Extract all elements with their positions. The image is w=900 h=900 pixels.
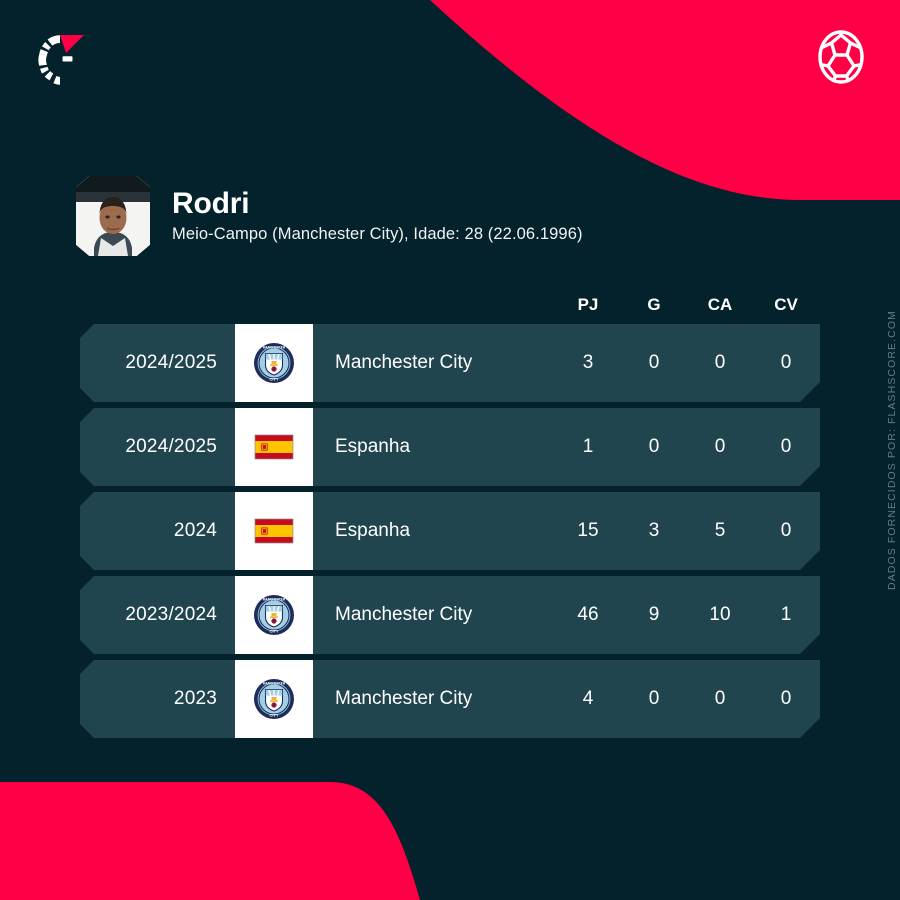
player-header: Rodri Meio-Campo (Manchester City), Idad… (76, 176, 583, 256)
decorative-red-shape-bottom-left (0, 782, 420, 900)
row-team-name: Manchester City (335, 604, 473, 625)
player-name: Rodri (172, 187, 250, 221)
spain-flag-icon (254, 518, 294, 544)
row-badge-cell: MANCHESTER CITY (235, 324, 313, 402)
row-stat-ca: 0 (714, 352, 726, 373)
row-badge-cell (235, 492, 313, 570)
table-row[interactable]: 2023 MANCHESTER CITY Manchester City 4 0 0 0 (80, 660, 820, 738)
row-team-name: Espanha (335, 436, 411, 457)
stats-rows: 2024/2025 MANCHESTER CITY Manchester Cit… (80, 324, 820, 738)
manchester-city-crest-icon: MANCHESTER CITY (254, 679, 294, 719)
player-text-block: Rodri Meio-Campo (Manchester City), Idad… (172, 189, 583, 243)
flashscore-logo[interactable] (26, 26, 94, 94)
column-header-ca: CA (707, 295, 733, 314)
column-header-g: G (647, 295, 661, 314)
svg-text:CITY: CITY (269, 377, 278, 382)
player-avatar (76, 176, 150, 256)
row-stat-cv: 0 (780, 352, 792, 373)
row-team-name: Manchester City (335, 688, 473, 709)
row-stat-pj: 46 (577, 604, 599, 625)
row-stat-cv: 0 (780, 520, 792, 541)
row-stat-cv: 0 (780, 688, 792, 709)
stats-table-header-row: PJ G CA CV (80, 286, 820, 324)
row-badge-cell: MANCHESTER CITY (235, 576, 313, 654)
svg-text:CITY: CITY (269, 629, 278, 634)
row-stat-ca: 10 (709, 604, 731, 625)
column-header-pj: PJ (577, 295, 599, 314)
row-stat-g: 0 (648, 688, 660, 709)
row-badge-cell (235, 408, 313, 486)
row-season: 2024/2025 (125, 352, 217, 373)
table-row[interactable]: 2023/2024 MANCHESTER CITY Manchester Cit… (80, 576, 820, 654)
row-season: 2023 (173, 688, 217, 709)
svg-text:MANCHESTER: MANCHESTER (263, 346, 286, 350)
row-stat-ca: 5 (714, 520, 726, 541)
row-season: 2024 (173, 520, 217, 541)
row-stat-pj: 4 (582, 688, 594, 709)
row-stat-g: 0 (648, 436, 660, 457)
row-stat-g: 9 (648, 604, 660, 625)
data-credit-label: DADOS FORNECIDOS POR: FLASHSCORE.COM (886, 310, 898, 590)
svg-text:CITY: CITY (269, 713, 278, 718)
player-meta: Meio-Campo (Manchester City), Idade: 28 … (172, 225, 583, 244)
table-row[interactable]: 2024/2025 MANCHESTER CITY Manchester Cit… (80, 324, 820, 402)
row-stat-cv: 0 (780, 436, 792, 457)
manchester-city-crest-icon: MANCHESTER CITY (254, 343, 294, 383)
row-stat-g: 3 (648, 520, 660, 541)
table-row[interactable]: 2024/2025 Espanha 1 0 0 0 (80, 408, 820, 486)
manchester-city-crest-icon: MANCHESTER CITY (254, 595, 294, 635)
row-badge-cell: MANCHESTER CITY (235, 660, 313, 738)
avatar-portrait (76, 176, 150, 256)
row-stat-pj: 15 (577, 520, 599, 541)
row-team-name: Espanha (335, 520, 411, 541)
row-stat-pj: 1 (582, 436, 594, 457)
svg-text:MANCHESTER: MANCHESTER (263, 598, 286, 602)
row-stat-g: 0 (648, 352, 660, 373)
spain-flag-icon (254, 434, 294, 460)
svg-text:MANCHESTER: MANCHESTER (263, 682, 286, 686)
row-stat-ca: 0 (714, 436, 726, 457)
football-icon[interactable] (810, 26, 872, 88)
row-season: 2024/2025 (125, 436, 217, 457)
row-stat-ca: 0 (714, 688, 726, 709)
row-season: 2023/2024 (125, 604, 217, 625)
column-header-cv: CV (774, 295, 798, 314)
row-team-name: Manchester City (335, 352, 473, 373)
table-row[interactable]: 2024 Espanha 15 3 5 0 (80, 492, 820, 570)
row-stat-cv: 1 (780, 604, 792, 625)
stats-table: PJ G CA CV 2024/2025 MANCHESTER CITY Man… (80, 286, 820, 744)
row-stat-pj: 3 (582, 352, 594, 373)
